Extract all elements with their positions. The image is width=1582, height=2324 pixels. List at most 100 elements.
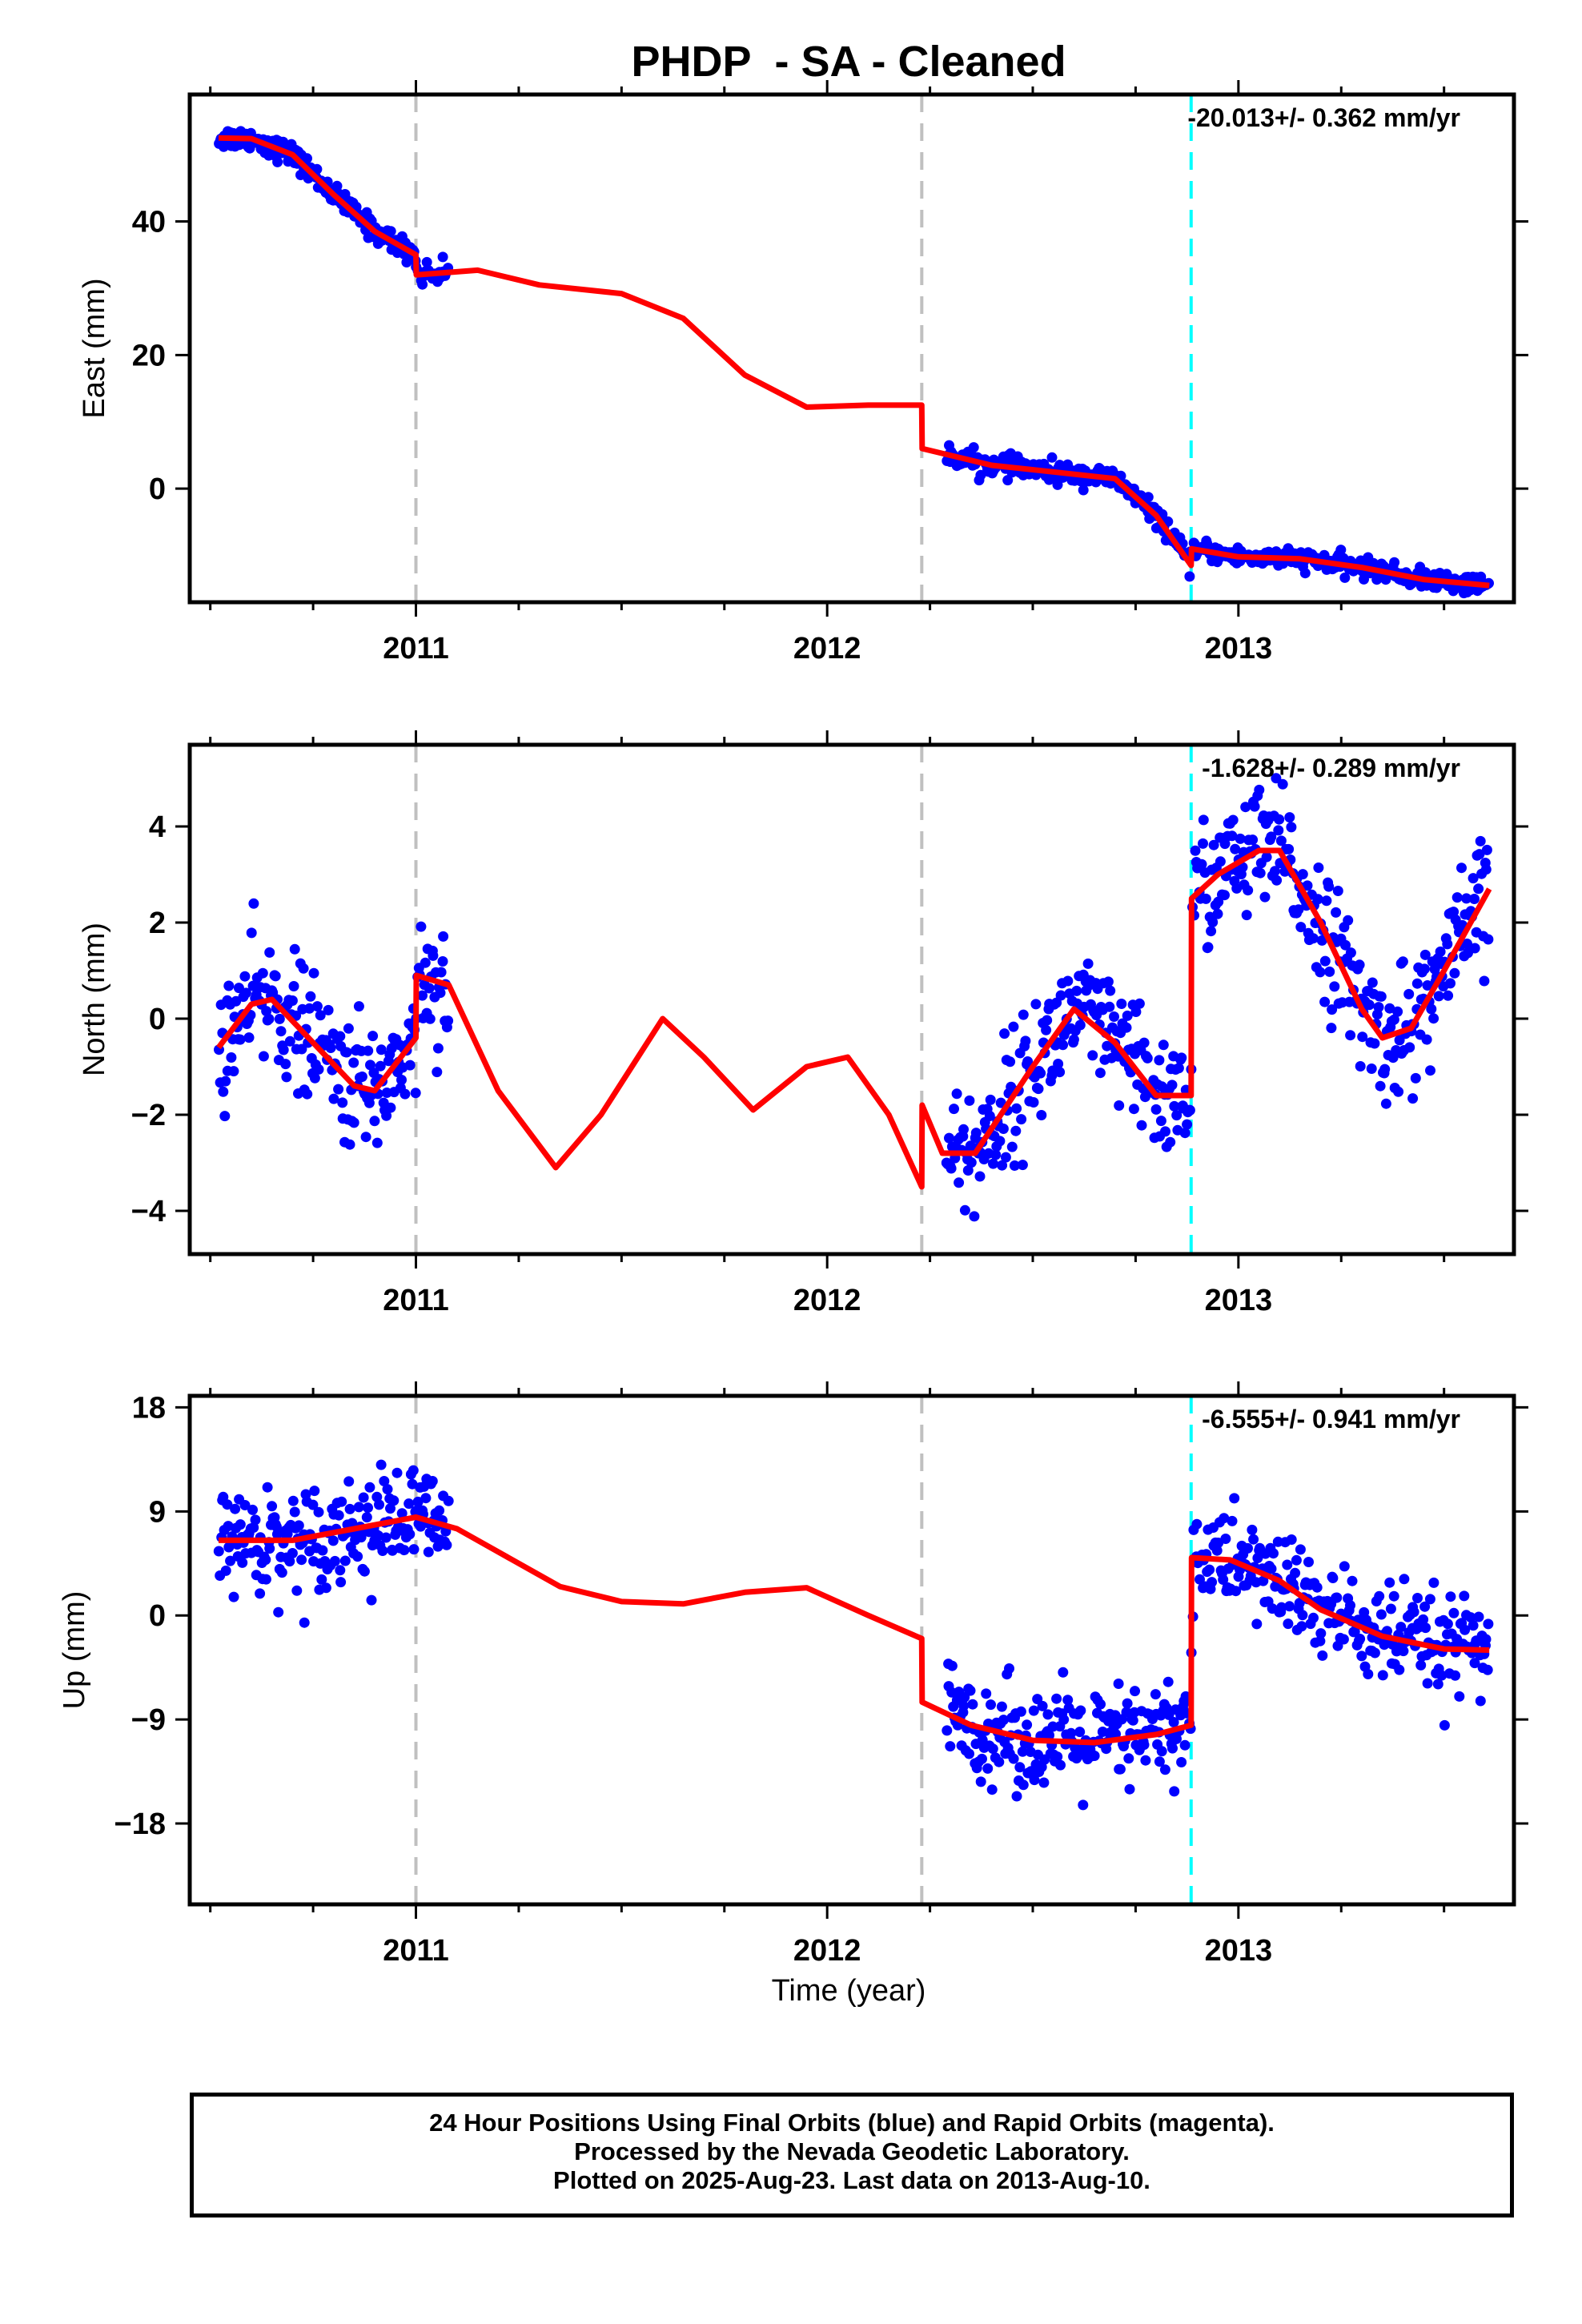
data-point bbox=[353, 1001, 364, 1012]
data-point bbox=[1283, 1618, 1294, 1630]
data-point bbox=[1418, 1614, 1429, 1625]
data-point bbox=[272, 156, 283, 167]
data-point bbox=[1095, 1699, 1106, 1710]
data-point bbox=[1258, 1575, 1269, 1586]
data-point bbox=[1393, 1086, 1404, 1097]
data-point bbox=[1094, 1068, 1106, 1079]
data-point bbox=[1445, 1591, 1456, 1602]
data-point bbox=[1198, 814, 1209, 826]
data-point bbox=[1474, 849, 1485, 860]
data-point bbox=[289, 1506, 300, 1518]
data-point bbox=[1017, 1746, 1028, 1757]
data-point bbox=[1307, 933, 1319, 944]
data-point bbox=[1038, 1777, 1050, 1788]
data-point bbox=[288, 981, 299, 991]
data-point bbox=[375, 1060, 386, 1072]
data-point bbox=[1114, 1100, 1125, 1111]
data-point bbox=[1058, 1714, 1070, 1725]
data-point bbox=[1282, 1559, 1293, 1570]
data-point bbox=[1114, 1763, 1126, 1775]
data-point bbox=[1284, 812, 1295, 823]
data-point bbox=[1275, 835, 1287, 846]
footer-legend-box: 24 Hour Positions Using Final Orbits (bl… bbox=[190, 2093, 1514, 2217]
data-point bbox=[270, 971, 281, 982]
data-point bbox=[1422, 1678, 1433, 1689]
data-point bbox=[1475, 835, 1486, 846]
data-point bbox=[1052, 1751, 1063, 1763]
data-point bbox=[1452, 892, 1463, 903]
data-point bbox=[1005, 1056, 1016, 1068]
data-point bbox=[1014, 1762, 1026, 1773]
data-point bbox=[267, 1501, 278, 1512]
data-point bbox=[1203, 942, 1214, 953]
data-point bbox=[408, 1465, 419, 1476]
x-tick-label: 2011 bbox=[383, 1934, 448, 1968]
data-point bbox=[1219, 890, 1230, 901]
data-point bbox=[1316, 935, 1327, 946]
data-point bbox=[1404, 1042, 1415, 1053]
data-point bbox=[1017, 1160, 1028, 1171]
data-point bbox=[1169, 1786, 1180, 1797]
data-point bbox=[1159, 1764, 1170, 1775]
data-point bbox=[1439, 1719, 1450, 1731]
data-point bbox=[1469, 894, 1480, 904]
data-point bbox=[1432, 1679, 1443, 1690]
data-point bbox=[1428, 1577, 1439, 1588]
data-point bbox=[958, 1124, 969, 1135]
data-point bbox=[1274, 814, 1285, 825]
data-point bbox=[969, 1211, 980, 1222]
data-point bbox=[1327, 1573, 1339, 1583]
data-point bbox=[1062, 975, 1074, 987]
data-point bbox=[1456, 862, 1467, 874]
data-point bbox=[1036, 1110, 1047, 1120]
data-point bbox=[967, 1699, 978, 1710]
data-point bbox=[1442, 939, 1453, 950]
data-point bbox=[1410, 1072, 1421, 1084]
data-point bbox=[438, 931, 449, 942]
data-point bbox=[1384, 1577, 1395, 1588]
data-point bbox=[1479, 975, 1490, 987]
data-point bbox=[335, 1577, 347, 1588]
data-point bbox=[404, 1529, 416, 1540]
data-point bbox=[1028, 1705, 1039, 1716]
data-point bbox=[1229, 1493, 1240, 1504]
data-point bbox=[1299, 568, 1311, 579]
data-point bbox=[275, 1026, 287, 1037]
data-point bbox=[977, 1753, 987, 1764]
data-point bbox=[246, 927, 257, 939]
data-point bbox=[1196, 858, 1207, 870]
data-point bbox=[1082, 958, 1094, 969]
data-point bbox=[284, 1556, 295, 1567]
data-point bbox=[347, 1518, 358, 1529]
data-point bbox=[250, 1514, 261, 1526]
data-point bbox=[1411, 978, 1423, 989]
data-point bbox=[1113, 1679, 1124, 1689]
data-point bbox=[391, 1467, 403, 1478]
data-point bbox=[1254, 784, 1265, 795]
data-point bbox=[1327, 1004, 1338, 1015]
data-point bbox=[1312, 894, 1323, 905]
data-point bbox=[1116, 999, 1127, 1009]
data-point bbox=[284, 1035, 295, 1047]
data-point bbox=[1469, 1658, 1480, 1669]
data-point bbox=[962, 1165, 974, 1176]
data-point bbox=[1074, 1019, 1086, 1031]
data-point bbox=[1190, 845, 1201, 856]
data-point bbox=[1089, 1751, 1100, 1761]
velocity-rate-label: -6.555+/- 0.941 mm/yr bbox=[1202, 1405, 1460, 1433]
data-point bbox=[995, 1097, 1006, 1108]
data-point bbox=[1296, 1621, 1307, 1632]
data-point bbox=[335, 1565, 346, 1576]
data-point bbox=[1243, 885, 1254, 896]
data-point bbox=[385, 1503, 396, 1514]
data-point bbox=[1329, 981, 1340, 992]
y-tick-label: 0 bbox=[149, 1003, 166, 1036]
data-point bbox=[304, 1003, 315, 1014]
data-point bbox=[1029, 1775, 1040, 1786]
data-point bbox=[1142, 492, 1154, 503]
data-point bbox=[1286, 1534, 1297, 1545]
data-point bbox=[1428, 1013, 1439, 1024]
data-point bbox=[247, 1504, 258, 1515]
x-tick-label: 2013 bbox=[1205, 1934, 1273, 1968]
data-point bbox=[1042, 1015, 1053, 1026]
